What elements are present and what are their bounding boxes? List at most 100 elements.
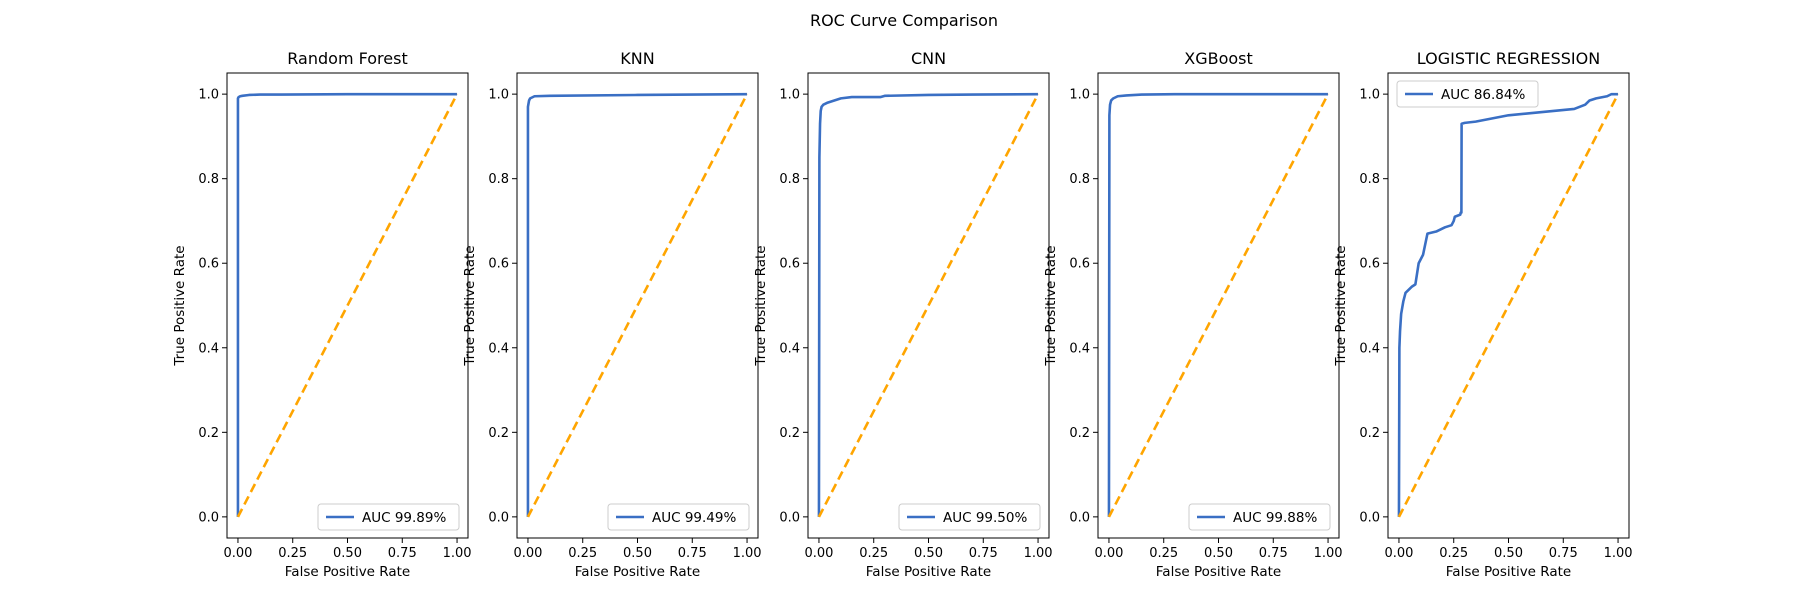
roc-curve-line — [526, 92, 748, 517]
chance-diagonal-line — [1397, 93, 1620, 518]
legend-box — [1188, 503, 1331, 531]
y-tick-label: 0.4 — [198, 341, 219, 356]
y-tick-label: 0.0 — [488, 510, 509, 525]
y-tick-label: 0.0 — [1359, 510, 1380, 525]
roc-panel-5: LOGISTIC REGRESSION 0.00 0.25 0.50 0.75 1.00 0… — [1333, 49, 1633, 580]
y-tick-label: 0.4 — [488, 341, 509, 356]
y-tick-label: 0.6 — [779, 257, 800, 272]
legend-label: AUC 99.89% — [362, 510, 446, 526]
subplot-panels: Random Forest 0.00 0.25 0.50 0.75 1.00 0.0 0.2 0… — [172, 49, 1633, 580]
x-tick-label: 0.75 — [1259, 546, 1288, 561]
x-tick-label: 0.00 — [1094, 546, 1123, 561]
x-axis-label: False Positive Rate — [866, 564, 991, 580]
x-tick-label: 0.25 — [278, 546, 307, 561]
chance-diagonal-line — [526, 93, 749, 518]
panel-title: KNN — [620, 49, 654, 68]
y-axis-label: True Positive Rate — [1333, 245, 1349, 366]
x-tick-label: 0.00 — [1384, 546, 1413, 561]
y-tick-label: 1.0 — [198, 88, 219, 103]
panel-title: Random Forest — [287, 49, 407, 68]
x-tick-label: 1.00 — [733, 546, 762, 561]
x-tick-label: 0.50 — [1204, 546, 1233, 561]
y-tick-label: 1.0 — [488, 88, 509, 103]
y-tick-label: 0.0 — [779, 510, 800, 525]
x-tick-label: 0.25 — [859, 546, 888, 561]
y-tick-label: 0.2 — [1069, 426, 1090, 441]
x-tick-label: 0.00 — [513, 546, 542, 561]
y-tick-label: 0.2 — [198, 426, 219, 441]
roc-curve-line — [1107, 92, 1329, 517]
y-tick-label: 1.0 — [1069, 88, 1090, 103]
legend: AUC 86.84% — [1396, 80, 1539, 108]
legend: AUC 99.50% — [898, 503, 1041, 531]
panel-title: XGBoost — [1184, 49, 1253, 68]
y-tick-label: 0.6 — [198, 257, 219, 272]
y-tick-label: 1.0 — [779, 88, 800, 103]
y-tick-label: 0.2 — [779, 426, 800, 441]
y-tick-label: 0.8 — [779, 172, 800, 187]
roc-panel-1: Random Forest 0.00 0.25 0.50 0.75 1.00 0.0 0.2 0… — [172, 49, 472, 580]
x-tick-label: 0.75 — [969, 546, 998, 561]
x-tick-label: 0.50 — [914, 546, 943, 561]
chance-diagonal-line — [1107, 93, 1330, 518]
y-tick-label: 0.4 — [779, 341, 800, 356]
x-axis-label: False Positive Rate — [1446, 564, 1571, 580]
panel-title: CNN — [911, 49, 946, 68]
legend-box — [607, 503, 750, 531]
legend-box — [1396, 80, 1539, 108]
chance-diagonal-line — [236, 93, 459, 518]
x-tick-label: 0.25 — [568, 546, 597, 561]
legend: AUC 99.49% — [607, 503, 750, 531]
y-tick-label: 0.4 — [1069, 341, 1090, 356]
x-tick-label: 0.25 — [1439, 546, 1468, 561]
y-tick-label: 0.2 — [1359, 426, 1380, 441]
y-tick-label: 0.2 — [488, 426, 509, 441]
y-tick-label: 0.8 — [1359, 172, 1380, 187]
y-axis-label: True Positive Rate — [172, 245, 188, 366]
y-axis-label: True Positive Rate — [462, 245, 478, 366]
y-tick-label: 0.8 — [488, 172, 509, 187]
legend: AUC 99.89% — [317, 503, 460, 531]
roc-curve-line — [817, 92, 1039, 517]
legend-label: AUC 86.84% — [1441, 87, 1525, 103]
roc-panel-4: XGBoost 0.00 0.25 0.50 0.75 1.00 0.0 0.2 0.4 0.6 0… — [1043, 49, 1343, 580]
x-tick-label: 1.00 — [1314, 546, 1343, 561]
x-tick-label: 1.00 — [443, 546, 472, 561]
y-tick-label: 0.0 — [1069, 510, 1090, 525]
roc-panel-2: KNN 0.00 0.25 0.50 0.75 1.00 0.0 0.2 0.4 0.6 0.8 1.… — [462, 49, 762, 580]
roc-curve-line — [1397, 92, 1619, 517]
legend-label: AUC 99.49% — [652, 510, 736, 526]
x-tick-label: 1.00 — [1604, 546, 1633, 561]
y-axis-label: True Positive Rate — [753, 245, 769, 366]
y-tick-label: 0.0 — [198, 510, 219, 525]
roc-panel-3: CNN 0.00 0.25 0.50 0.75 1.00 0.0 0.2 0.4 0.6 0.8 1.… — [753, 49, 1053, 580]
x-tick-label: 0.75 — [388, 546, 417, 561]
y-tick-label: 0.6 — [1359, 257, 1380, 272]
x-tick-label: 1.00 — [1024, 546, 1053, 561]
legend-box — [317, 503, 460, 531]
x-tick-label: 0.50 — [623, 546, 652, 561]
x-tick-label: 0.25 — [1149, 546, 1178, 561]
y-tick-label: 0.6 — [488, 257, 509, 272]
y-tick-label: 1.0 — [1359, 88, 1380, 103]
x-tick-label: 0.00 — [223, 546, 252, 561]
y-tick-label: 0.8 — [1069, 172, 1090, 187]
x-tick-label: 0.75 — [678, 546, 707, 561]
legend-box — [898, 503, 1041, 531]
x-tick-label: 0.75 — [1549, 546, 1578, 561]
y-tick-label: 0.6 — [1069, 257, 1090, 272]
x-axis-label: False Positive Rate — [575, 564, 700, 580]
x-axis-label: False Positive Rate — [285, 564, 410, 580]
x-tick-label: 0.00 — [804, 546, 833, 561]
legend-label: AUC 99.88% — [1233, 510, 1317, 526]
y-axis-label: True Positive Rate — [1043, 245, 1059, 366]
legend-label: AUC 99.50% — [943, 510, 1027, 526]
figure-suptitle: ROC Curve Comparison — [810, 11, 998, 30]
x-axis-label: False Positive Rate — [1156, 564, 1281, 580]
x-tick-label: 0.50 — [1494, 546, 1523, 561]
y-tick-label: 0.4 — [1359, 341, 1380, 356]
x-tick-label: 0.50 — [333, 546, 362, 561]
roc-curve-line — [236, 92, 458, 517]
chance-diagonal-line — [817, 93, 1040, 518]
